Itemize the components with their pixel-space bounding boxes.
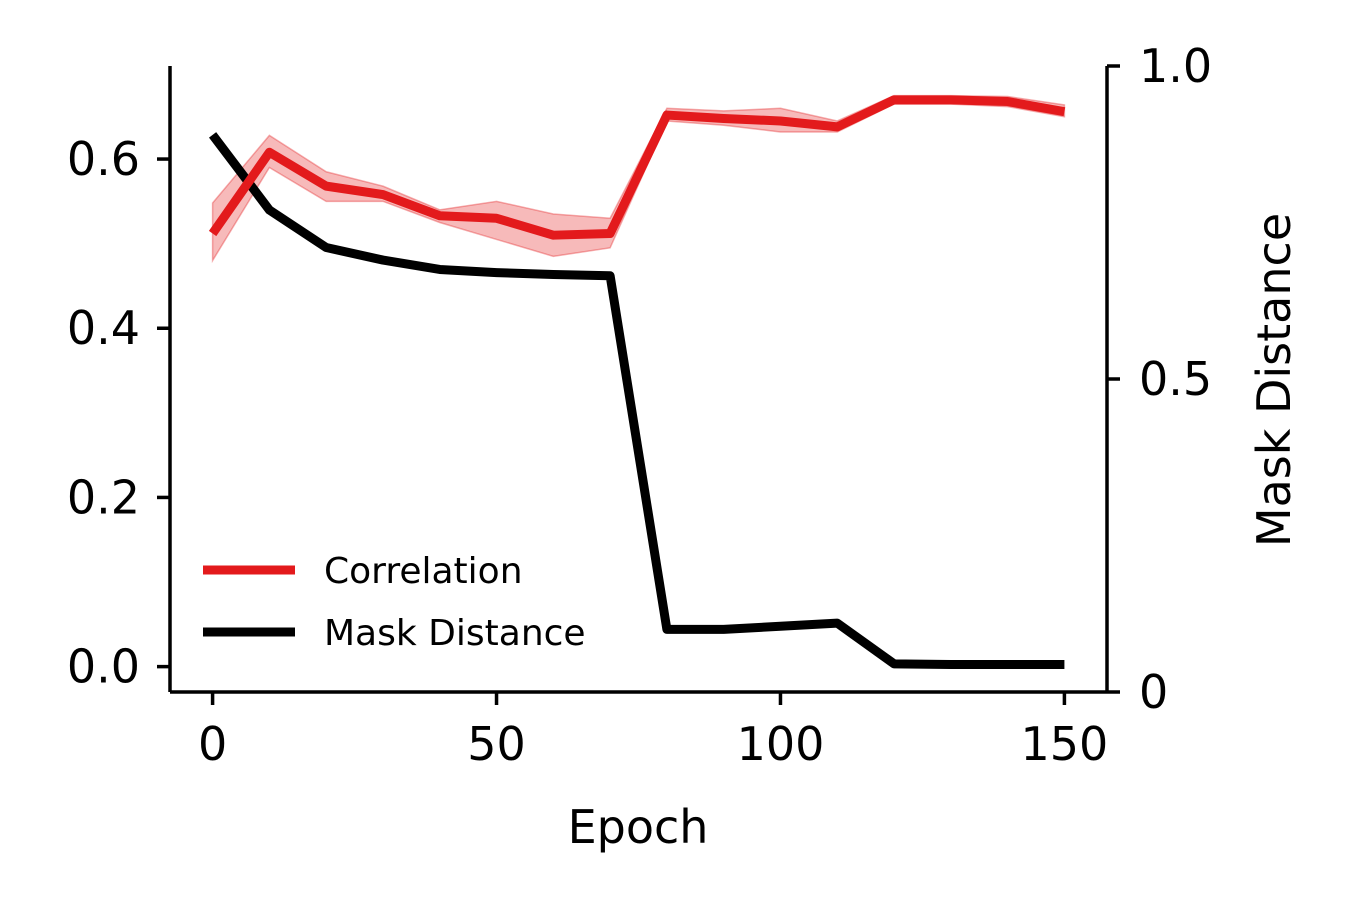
- left-y-tick-label: 0.6: [67, 132, 140, 186]
- series-lines-layer: [208, 95, 1066, 669]
- ticks-layer: 0 50 100 150 0.0 0.2 0.4 0.6 0 0.5 1.0: [67, 39, 1212, 771]
- series-line-mask-distance: [209, 132, 1065, 669]
- x-tick-label: 100: [737, 717, 825, 771]
- x-tick-label: 0: [198, 717, 227, 771]
- right-y-axis-label: Mask Distance: [1247, 213, 1301, 547]
- series-line-correlation: [208, 95, 1066, 240]
- left-y-tick-label: 0.0: [67, 640, 140, 694]
- legend: Correlation Mask Distance: [203, 551, 586, 654]
- legend-label-correlation: Correlation: [324, 551, 523, 592]
- x-axis-label: Epoch: [568, 800, 709, 854]
- x-tick-label: 150: [1021, 717, 1109, 771]
- left-y-tick-label: 0.4: [67, 301, 140, 355]
- right-y-tick-label: 0.5: [1139, 352, 1212, 406]
- legend-label-mask-distance: Mask Distance: [324, 613, 586, 654]
- axes-layer: [168, 66, 1109, 694]
- right-y-tick-label: 1.0: [1139, 39, 1212, 93]
- right-y-tick-label: 0: [1139, 665, 1168, 719]
- x-tick-label: 50: [467, 717, 526, 771]
- left-y-tick-label: 0.2: [67, 470, 140, 524]
